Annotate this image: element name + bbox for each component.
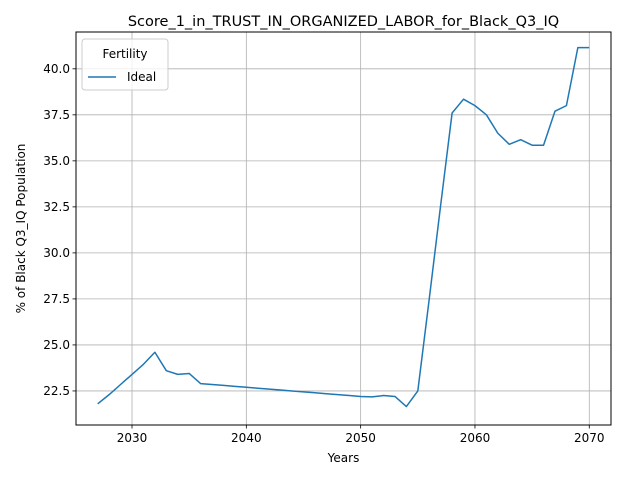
x-tick-label: 2060	[460, 431, 491, 445]
chart-title: Score_1_in_TRUST_IN_ORGANIZED_LABOR_for_…	[128, 14, 559, 30]
y-axis-ticks: 22.5 25.0 27.5 30.0 32.5 35.0 37.5 40.0	[43, 62, 76, 398]
y-axis-label: % of Black Q3_IQ Population	[14, 144, 28, 314]
x-axis-label: Years	[327, 451, 360, 465]
grid-lines	[76, 32, 611, 425]
y-tick-label: 32.5	[43, 200, 70, 214]
legend: Fertility Ideal	[81, 38, 169, 91]
legend-title: Fertility	[102, 47, 147, 61]
x-tick-label: 2040	[231, 431, 262, 445]
y-tick-label: 37.5	[43, 108, 70, 122]
y-tick-label: 22.5	[43, 384, 70, 398]
y-tick-label: 30.0	[43, 246, 70, 260]
y-tick-label: 35.0	[43, 154, 70, 168]
series-line-ideal	[97, 46, 590, 408]
legend-label-ideal: Ideal	[127, 70, 156, 84]
y-tick-label: 25.0	[43, 338, 70, 352]
axes-frame	[75, 31, 612, 426]
y-tick-label: 27.5	[43, 292, 70, 306]
x-tick-label: 2050	[345, 431, 376, 445]
x-tick-label: 2070	[574, 431, 605, 445]
x-tick-label: 2030	[117, 431, 148, 445]
plot-area	[97, 46, 590, 408]
y-tick-label: 40.0	[43, 62, 70, 76]
x-axis-ticks: 2030 2040 2050 2060 2070	[117, 425, 605, 445]
